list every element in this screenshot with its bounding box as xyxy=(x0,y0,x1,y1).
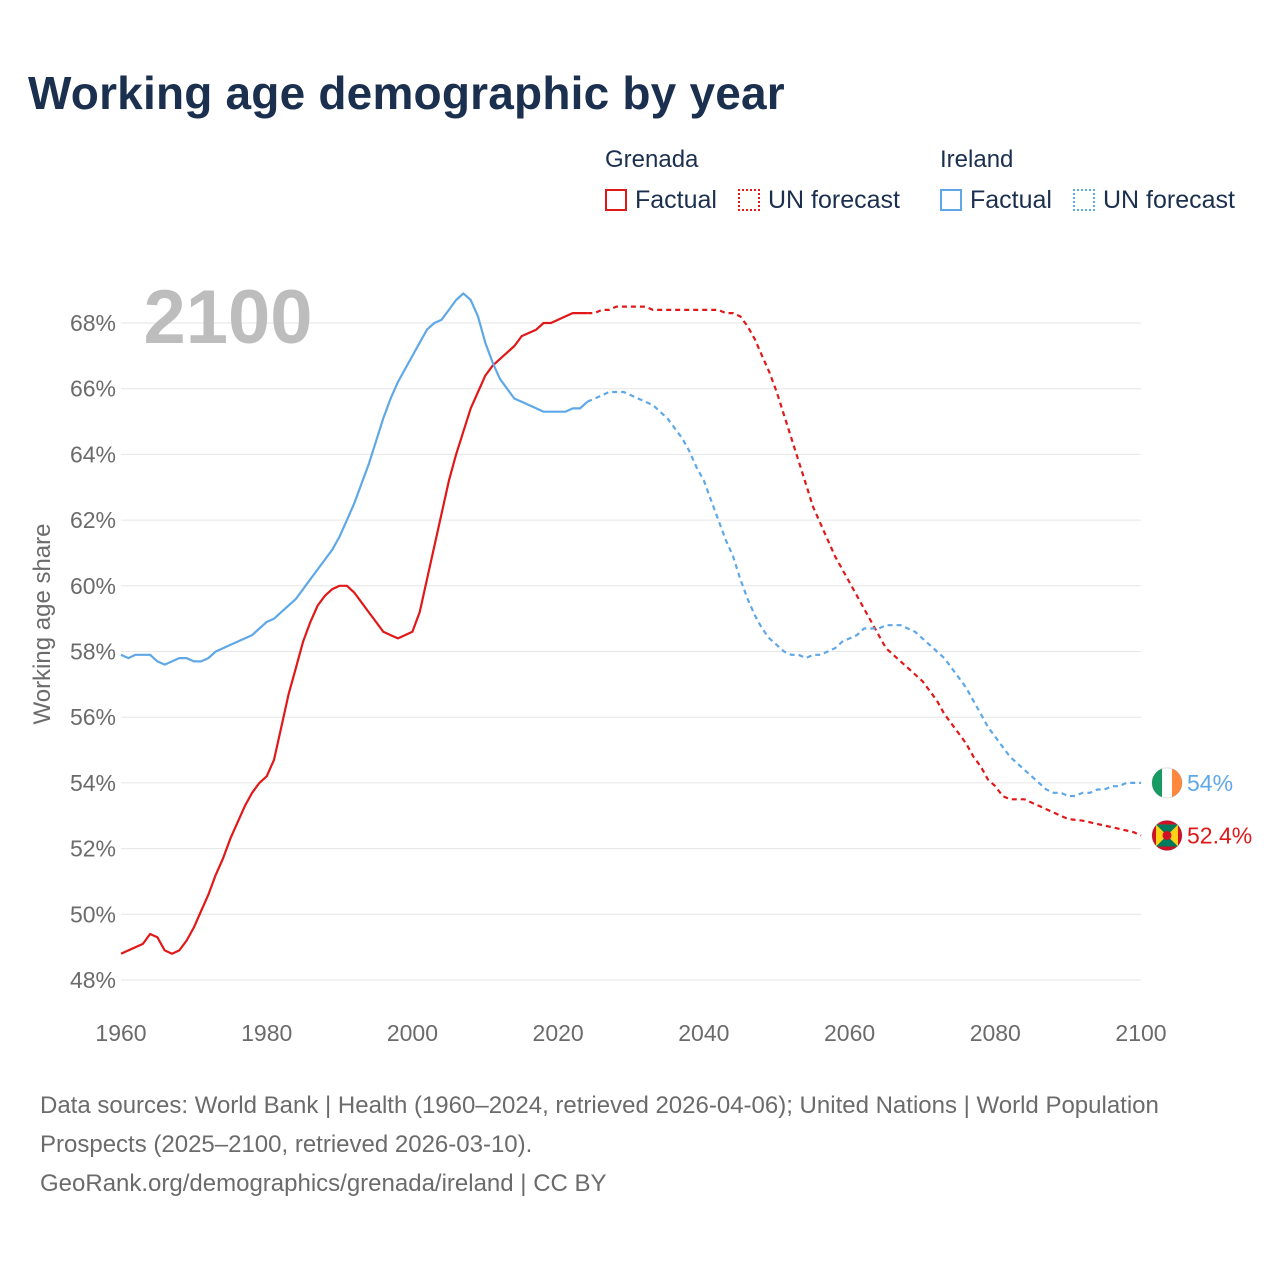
ireland-flag-icon xyxy=(1151,767,1183,799)
y-tick-label: 48% xyxy=(70,967,116,993)
source-note: Data sources: World Bank | Health (1960–… xyxy=(40,1086,1220,1203)
y-tick-label: 64% xyxy=(70,441,116,467)
end-value-ireland: 54% xyxy=(1187,770,1233,796)
y-tick-label: 56% xyxy=(70,704,116,730)
legend-item-grenada-forecast[interactable]: UN forecast xyxy=(738,186,900,214)
x-tick-label: 2060 xyxy=(824,1020,875,1046)
legend-swatch-ireland-forecast xyxy=(1073,189,1095,211)
series-lines xyxy=(120,292,1142,955)
legend-item-ireland-forecast[interactable]: UN forecast xyxy=(1073,186,1235,214)
y-tick-label: 54% xyxy=(70,770,116,796)
legend-label: Factual xyxy=(970,185,1052,214)
series-line-ireland-forecast[interactable] xyxy=(586,390,1141,798)
legend-item-ireland-factual[interactable]: Factual xyxy=(940,186,1052,214)
series-line-grenada-forecast[interactable] xyxy=(587,305,1142,837)
year-label: 2100 xyxy=(143,275,312,360)
grenada-flag-icon xyxy=(1151,819,1183,851)
y-axis-ticks: 48% 50% 52% 54% 56% 58% 60% 62% 64% 66% 68% xyxy=(70,310,116,993)
y-tick-label: 50% xyxy=(70,901,116,927)
x-tick-label: 2040 xyxy=(678,1020,729,1046)
legend-label: UN forecast xyxy=(768,185,900,214)
gridlines xyxy=(121,322,1141,981)
x-tick-label: 2000 xyxy=(387,1020,438,1046)
x-tick-label: 2080 xyxy=(970,1020,1021,1046)
y-axis-label: Working age share xyxy=(29,524,56,725)
y-tick-label: 68% xyxy=(70,310,116,336)
legend-group-grenada: Grenada xyxy=(605,146,699,173)
legend-label: Factual xyxy=(635,185,717,214)
y-tick-label: 60% xyxy=(70,573,116,599)
legend-label: UN forecast xyxy=(1103,185,1235,214)
series-line-ireland-factual[interactable] xyxy=(120,292,589,666)
y-tick-label: 66% xyxy=(70,376,116,402)
legend-swatch-grenada-forecast xyxy=(738,189,760,211)
end-value-grenada: 52.4% xyxy=(1187,822,1252,848)
x-tick-label: 1980 xyxy=(241,1020,292,1046)
legend-item-grenada-factual[interactable]: Factual xyxy=(605,186,717,214)
chart-title: Working age demographic by year xyxy=(28,67,785,119)
y-tick-label: 52% xyxy=(70,836,116,862)
x-tick-label: 2100 xyxy=(1115,1020,1166,1046)
end-labels: 52.4% 54% xyxy=(1151,767,1252,851)
series-line-grenada-factual[interactable] xyxy=(120,312,588,955)
legend-group-ireland: Ireland xyxy=(940,146,1014,173)
x-tick-label: 1960 xyxy=(95,1020,146,1046)
source-text: Data sources: World Bank | Health (1960–… xyxy=(40,1092,1159,1158)
x-tick-label: 2020 xyxy=(533,1020,584,1046)
y-tick-label: 58% xyxy=(70,639,116,665)
legend-swatch-grenada-factual xyxy=(605,189,627,211)
y-tick-label: 62% xyxy=(70,507,116,533)
line-chart: 48%50%52%54%56%58%60%62%64%66%68% 1960 19… xyxy=(29,275,1252,1046)
legend-swatch-ireland-factual xyxy=(940,189,962,211)
x-axis-ticks: 1960 1980 2000 2020 2040 2060 2080 2100 xyxy=(95,1020,1166,1046)
source-url: GeoRank.org/demographics/grenada/ireland… xyxy=(40,1170,607,1197)
